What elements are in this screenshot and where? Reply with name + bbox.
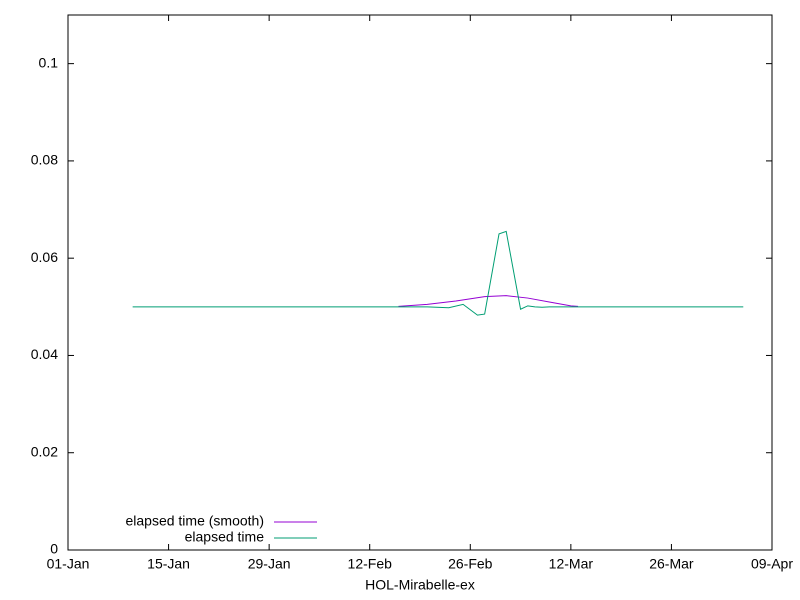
series-line [132,230,744,316]
x-tick-label: 26-Mar [649,556,694,572]
y-tick-label: 0.1 [39,54,59,70]
plot-border [67,14,773,551]
y-tick-label: 0.04 [31,346,58,362]
legend-label: elapsed time [185,529,265,545]
x-tick-label: 12-Feb [348,556,393,572]
x-tick-label: 29-Jan [248,556,291,572]
y-tick-label: 0.06 [31,249,58,265]
legend-label: elapsed time (smooth) [125,513,264,529]
x-tick-label: 12-Mar [549,556,594,572]
x-axis-label: HOL-Mirabelle-ex [365,577,475,593]
y-tick-label: 0.08 [31,152,58,168]
x-tick-label: 09-Apr [751,556,793,572]
x-tick-label: 26-Feb [448,556,493,572]
x-tick-label: 15-Jan [147,556,190,572]
series-line [398,295,579,307]
y-tick-label: 0 [50,541,58,557]
y-tick-label: 0.02 [31,443,58,459]
x-tick-label: 01-Jan [47,556,90,572]
